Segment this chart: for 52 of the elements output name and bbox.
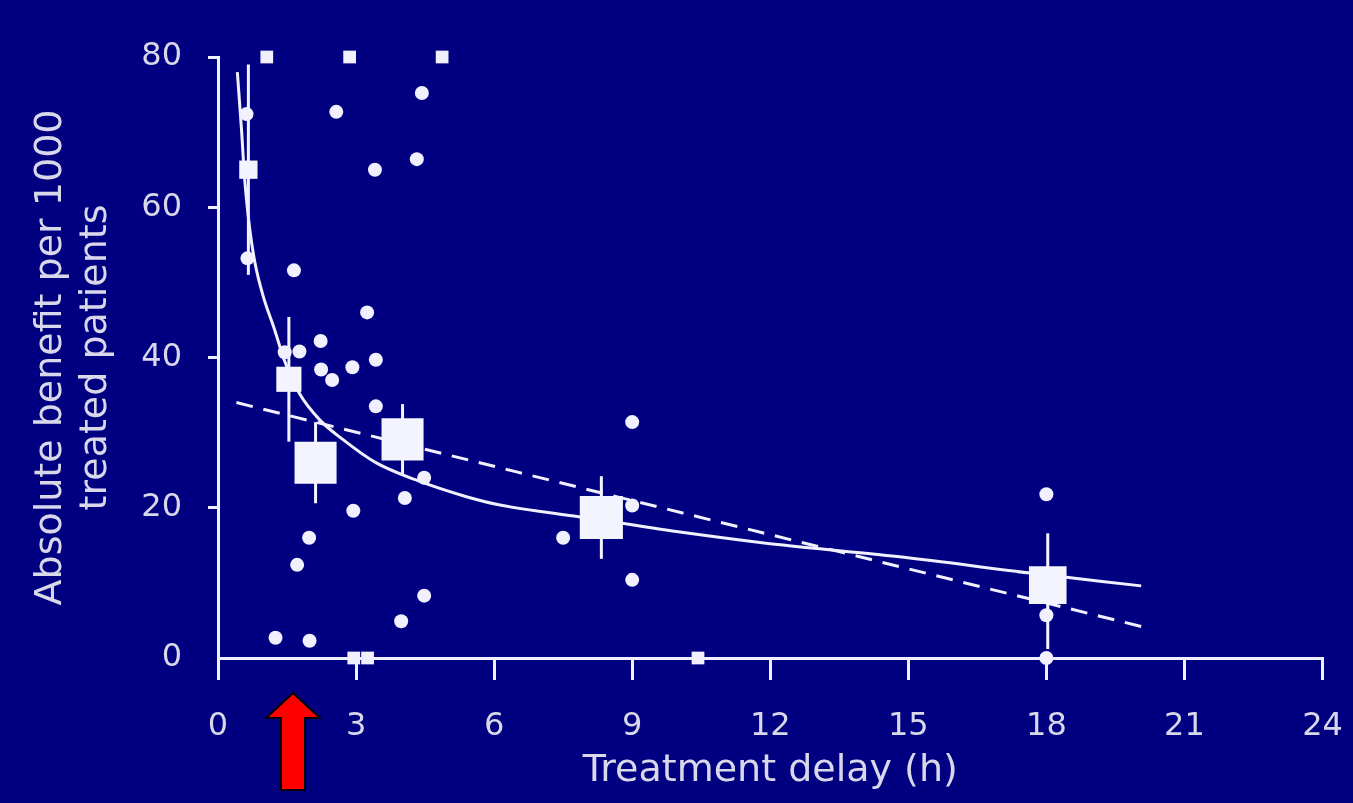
point bbox=[417, 470, 432, 485]
x-axis-title: Treatment delay (h) bbox=[581, 746, 958, 791]
y-tick-label: 20 bbox=[141, 486, 182, 525]
point bbox=[625, 498, 640, 513]
point bbox=[260, 50, 274, 64]
point bbox=[625, 415, 640, 430]
x-tick-label: 24 bbox=[1302, 704, 1343, 743]
point bbox=[360, 305, 375, 320]
point bbox=[368, 352, 383, 367]
y-tick-label: 80 bbox=[141, 35, 182, 74]
point bbox=[345, 360, 360, 375]
point bbox=[367, 162, 382, 177]
point bbox=[414, 86, 429, 101]
point bbox=[368, 399, 383, 414]
point bbox=[556, 530, 571, 545]
point bbox=[292, 344, 307, 359]
point bbox=[268, 630, 283, 645]
x-tick-label: 15 bbox=[887, 704, 929, 743]
point bbox=[314, 362, 329, 377]
point bbox=[361, 651, 374, 665]
point bbox=[346, 503, 361, 518]
point bbox=[394, 614, 409, 629]
y-axis-title: Absolute benefit per 1000 treated patients bbox=[25, 109, 116, 606]
point bbox=[240, 251, 255, 266]
x-tick-label: 0 bbox=[207, 704, 229, 743]
x-tick-label: 18 bbox=[1026, 704, 1067, 743]
point bbox=[625, 572, 640, 587]
point bbox=[277, 345, 292, 360]
point bbox=[329, 104, 344, 119]
x-tick-label: 12 bbox=[749, 704, 791, 743]
point bbox=[239, 107, 254, 122]
point bbox=[313, 333, 328, 348]
x-tick-label: 6 bbox=[483, 704, 505, 743]
y-tick-label: 60 bbox=[141, 185, 182, 224]
point bbox=[347, 651, 361, 665]
x-tick-label: 3 bbox=[345, 704, 367, 743]
point bbox=[290, 557, 305, 572]
point bbox=[302, 633, 317, 648]
point bbox=[302, 530, 317, 545]
point bbox=[1039, 608, 1054, 623]
point bbox=[325, 373, 340, 388]
point bbox=[343, 50, 356, 64]
point bbox=[1039, 651, 1054, 665]
x-tick-label: 21 bbox=[1164, 704, 1205, 743]
point bbox=[417, 588, 432, 603]
point bbox=[397, 490, 412, 505]
x-tick-label: 9 bbox=[622, 704, 643, 743]
point bbox=[409, 152, 424, 167]
y-tick-label: 0 bbox=[161, 636, 182, 675]
point bbox=[1039, 487, 1054, 502]
point bbox=[286, 263, 301, 278]
y-tick-label: 40 bbox=[141, 335, 182, 374]
